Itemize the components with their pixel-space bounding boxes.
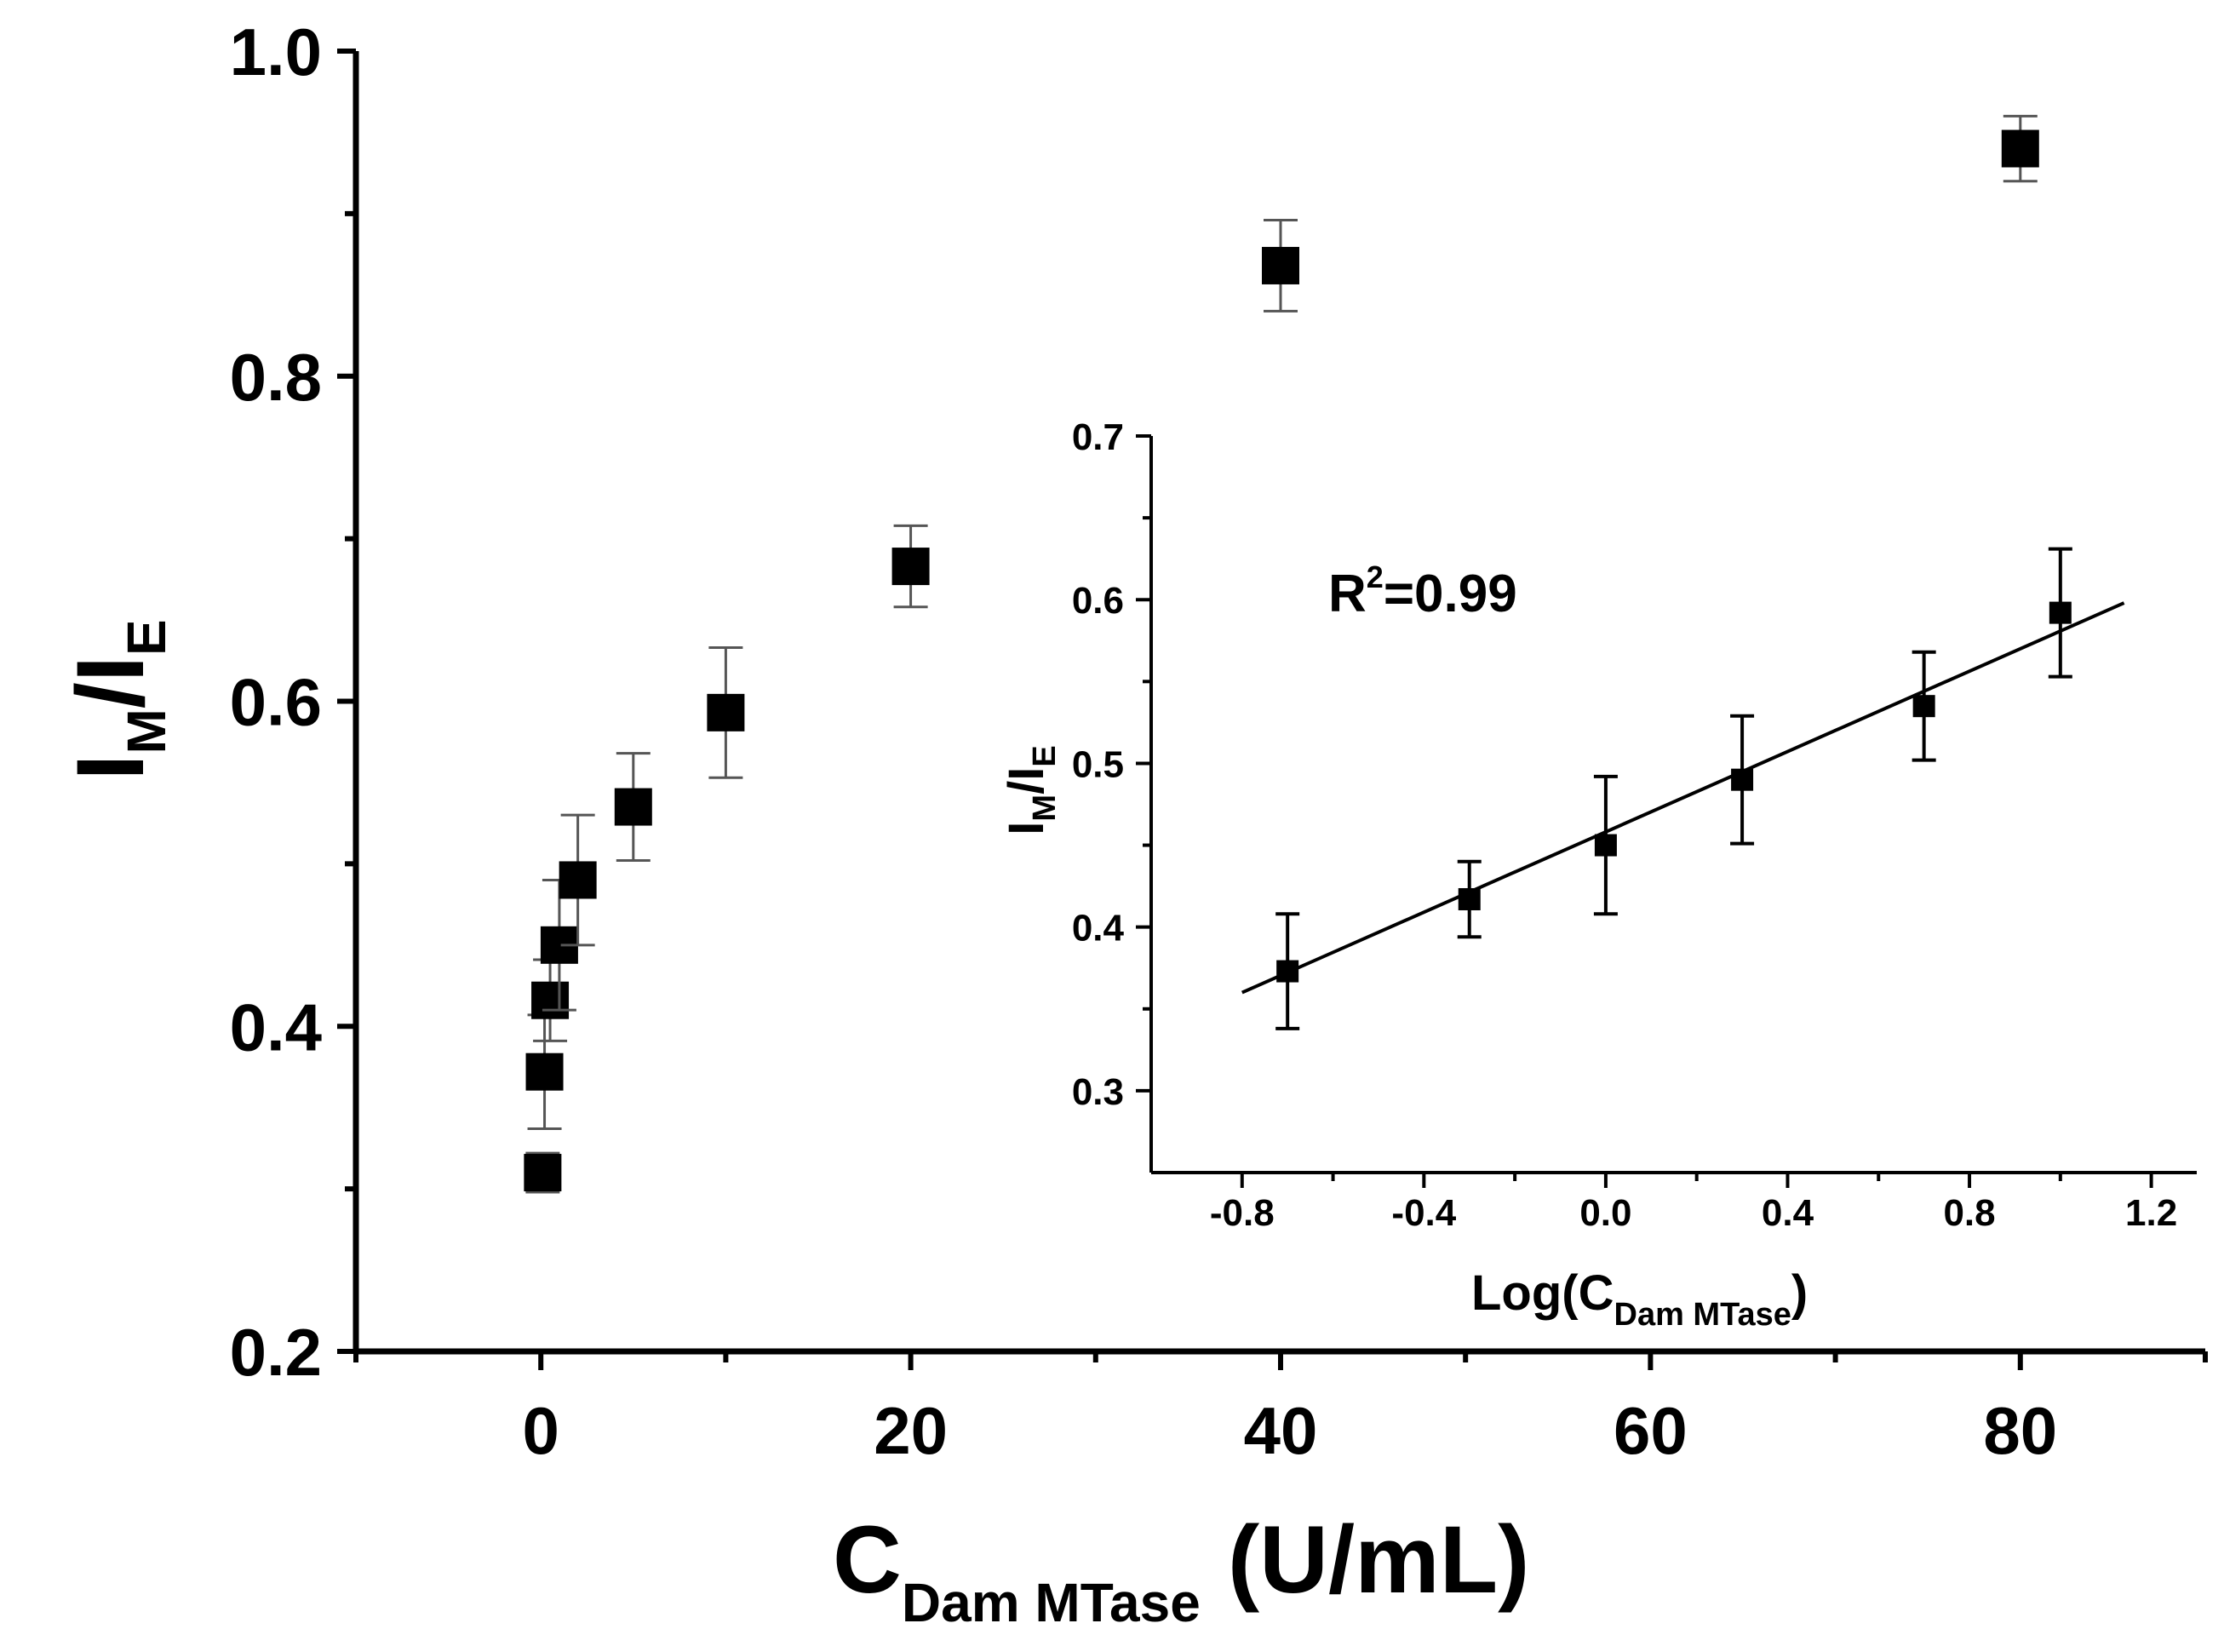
inset-data-point: [1730, 714, 1755, 846]
inset-square-marker: [1594, 834, 1617, 857]
inset-chart: -0.8 -0.4 0.0 0.4 0.8 1.2 0.3 0.4 0.5 0.6 0.7 R2=0…: [999, 416, 2197, 1333]
main-y-tick-label: 0.2: [230, 1315, 322, 1390]
main-ylabel-sub-E: E: [116, 619, 177, 656]
inset-square-marker: [1276, 960, 1299, 983]
main-square-marker: [531, 981, 570, 1019]
main-y-tick-label: 1.0: [230, 14, 322, 89]
inset-square-marker: [1731, 768, 1754, 791]
inset-axes: [1149, 436, 2197, 1174]
inset-ylabel-slash-I: /I: [999, 767, 1054, 794]
r2-sup: 2: [1367, 559, 1384, 594]
inset-xlabel-sub: Dam MTase: [1614, 1297, 1791, 1333]
inset-data-points: [1275, 547, 2072, 1030]
main-square-marker: [1262, 246, 1299, 284]
inset-data-point: [1457, 859, 1482, 939]
inset-square-marker: [2049, 601, 2072, 624]
inset-xlabel-close: ): [1791, 1265, 1808, 1321]
main-xlabel-C: C: [833, 1506, 902, 1613]
main-ylabel-I: I: [57, 754, 163, 781]
inset-y-tick-label: 0.3: [1072, 1071, 1124, 1113]
main-y-axis-label: IM/IE: [57, 619, 177, 780]
main-chart: 0 20 40 60 800.20.40.60.81.0 IM/IE CDam MTas…: [57, 14, 2208, 1633]
inset-x-tick-label: 0.0: [1579, 1192, 1631, 1234]
inset-data-point: [1593, 774, 1618, 916]
inset-ylabel-sub-M: M: [1027, 794, 1063, 822]
main-data-point: [707, 646, 745, 779]
inset-tick-labels: -0.8 -0.4 0.0 0.4 0.8 1.2 0.3 0.4 0.5 0.6 0.7: [1072, 416, 2177, 1234]
inset-data-point: [2048, 547, 2072, 679]
main-square-marker: [559, 861, 597, 899]
main-square-marker: [524, 1154, 562, 1192]
inset-x-tick-label: -0.4: [1391, 1192, 1456, 1234]
inset-data-point: [1275, 912, 1300, 1030]
main-square-marker: [525, 1053, 564, 1091]
main-data-point: [524, 1151, 562, 1194]
main-tick-labels: 0 20 40 60 80 0.2 0.4 0.6 0.8 1.0: [230, 14, 2058, 1468]
inset-x-tick-label: 0.8: [1943, 1192, 1995, 1234]
inset-y-axis-label: IM/IE: [999, 745, 1063, 835]
main-data-point: [2001, 114, 2039, 183]
main-data-points: [524, 114, 2039, 1194]
inset-square-marker: [1458, 887, 1481, 910]
main-data-point: [1262, 219, 1299, 313]
main-x-tick-label: 60: [1614, 1393, 1688, 1468]
main-data-point: [531, 958, 570, 1042]
main-x-tick-label: 40: [1244, 1393, 1318, 1468]
main-square-marker: [614, 788, 652, 826]
main-y-tick-label: 0.4: [230, 989, 322, 1064]
main-xlabel-sub: Dam MTase: [902, 1572, 1201, 1633]
inset-r2-annotation: R2=0.99: [1328, 559, 1517, 623]
r2-rest: =0.99: [1384, 565, 1517, 623]
main-square-marker: [707, 693, 745, 731]
inset-ticks: [1136, 434, 2153, 1188]
inset-square-marker: [1912, 695, 1935, 718]
inset-y-tick-label: 0.4: [1072, 908, 1125, 949]
inset-ylabel-sub-E: E: [1027, 745, 1063, 766]
main-square-marker: [2001, 129, 2039, 168]
inset-x-axis-label: Log(CDam MTase): [1471, 1265, 1808, 1333]
inset-y-tick-label: 0.5: [1072, 743, 1124, 785]
main-y-tick-label: 0.6: [230, 665, 322, 740]
inset-y-tick-label: 0.7: [1072, 416, 1124, 458]
main-x-tick-label: 80: [1983, 1393, 2057, 1468]
main-ticks: [337, 49, 2208, 1370]
inset-data-point: [1912, 650, 1936, 762]
inset-x-tick-label: 0.4: [1762, 1192, 1814, 1234]
main-data-point: [525, 1013, 564, 1131]
main-y-tick-label: 0.8: [230, 340, 322, 415]
main-square-marker: [891, 548, 930, 586]
r2-base: R: [1328, 565, 1367, 623]
inset-x-tick-label: -0.8: [1210, 1192, 1275, 1234]
main-x-tick-label: 20: [874, 1393, 948, 1468]
main-ylabel-slash-I: /I: [57, 656, 163, 708]
main-ylabel-sub-M: M: [116, 708, 177, 754]
inset-ylabel-I: I: [999, 822, 1054, 835]
main-xlabel-unit: (U/mL): [1228, 1506, 1530, 1613]
inset-fit-line: [1241, 601, 2125, 995]
inset-y-tick-label: 0.6: [1072, 580, 1124, 622]
main-data-point: [559, 813, 597, 947]
main-data-point: [614, 752, 652, 863]
main-data-point: [891, 524, 930, 609]
main-x-tick-label: 0: [523, 1393, 559, 1468]
main-x-axis-label: CDam MTase (U/mL): [833, 1506, 1529, 1633]
inset-xlabel-log: Log(C: [1471, 1265, 1614, 1321]
inset-x-tick-label: 1.2: [2125, 1192, 2177, 1234]
